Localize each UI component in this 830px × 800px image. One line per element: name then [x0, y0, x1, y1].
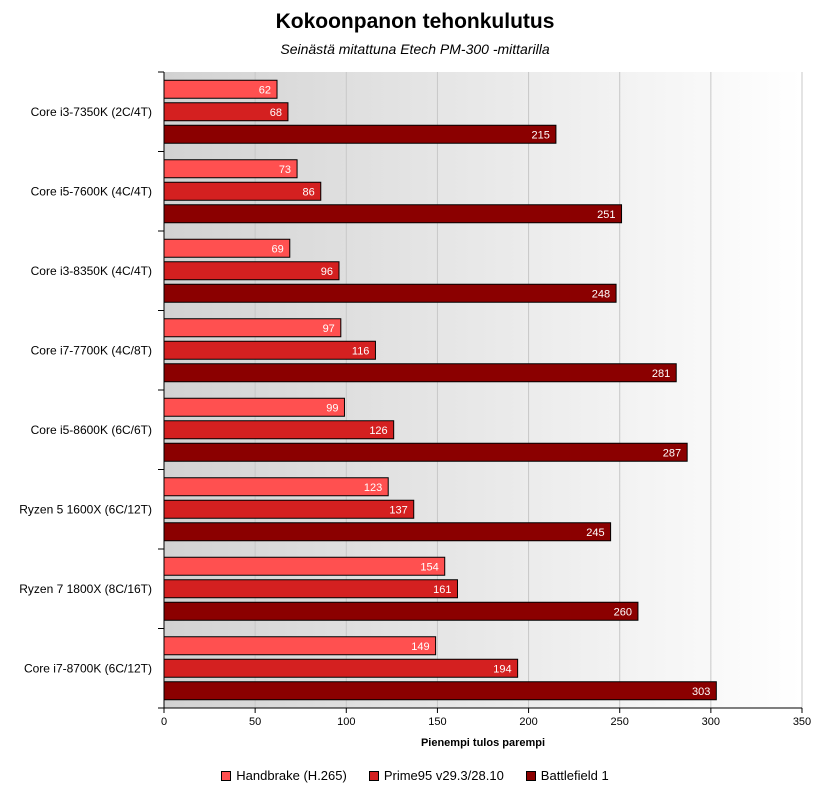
x-tick-label: 250	[611, 716, 629, 728]
data-label: 96	[321, 266, 333, 278]
bar	[163, 579, 458, 599]
legend-swatch	[368, 770, 379, 781]
legend-swatch	[221, 770, 232, 781]
data-label: 251	[597, 209, 615, 221]
data-label: 149	[411, 641, 429, 653]
legend-item: Handbrake (H.265)	[221, 768, 347, 783]
legend-swatch	[525, 770, 536, 781]
category-label: Ryzen 5 1600X (6C/12T)	[19, 502, 152, 516]
data-label: 161	[433, 584, 451, 596]
bar	[163, 204, 623, 224]
x-tick-label: 150	[428, 716, 446, 728]
data-label: 260	[614, 606, 632, 618]
bar	[163, 477, 389, 497]
legend-item: Battlefield 1	[525, 768, 609, 783]
data-label: 62	[259, 84, 271, 96]
data-label: 215	[532, 129, 550, 141]
bar	[163, 397, 345, 417]
bar	[163, 442, 688, 462]
bar	[163, 556, 446, 576]
category-label: Core i7-7700K (4C/8T)	[31, 343, 152, 357]
x-tick-label: 350	[793, 716, 811, 728]
legend-label: Handbrake (H.265)	[236, 768, 347, 783]
bar	[163, 522, 612, 542]
x-tick-label: 0	[161, 716, 167, 728]
category-label: Core i3-7350K (2C/4T)	[31, 105, 152, 119]
data-label: 154	[420, 561, 438, 573]
bar	[163, 318, 342, 338]
bar	[163, 159, 298, 179]
category-label: Core i7-8700K (6C/12T)	[24, 661, 152, 675]
bar	[163, 420, 395, 440]
data-label: 99	[326, 402, 338, 414]
category-label: Core i3-8350K (4C/4T)	[31, 264, 152, 278]
legend-label: Prime95 v29.3/28.10	[383, 768, 504, 783]
data-label: 303	[692, 686, 710, 698]
data-label: 69	[272, 243, 284, 255]
legend-label: Battlefield 1	[540, 768, 609, 783]
legend: Handbrake (H.265) Prime95 v29.3/28.10 Batt…	[0, 768, 830, 783]
x-tick-label: 50	[249, 716, 261, 728]
bar	[163, 636, 437, 656]
data-label: 123	[364, 482, 382, 494]
data-label: 97	[323, 323, 335, 335]
data-label: 245	[586, 527, 604, 539]
x-axis-label: Pienempi tulos parempi	[421, 737, 545, 749]
bar	[163, 124, 557, 144]
data-label: 116	[352, 345, 370, 357]
data-label: 68	[270, 107, 282, 119]
data-label: 86	[303, 186, 315, 198]
chart-subtitle: Seinästä mitattuna Etech PM-300 -mittari…	[280, 41, 550, 57]
bar	[163, 283, 617, 303]
bar	[163, 499, 415, 519]
bar	[163, 601, 639, 621]
x-tick-label: 100	[337, 716, 355, 728]
bar	[163, 181, 322, 201]
bar	[163, 340, 376, 360]
x-tick-label: 200	[519, 716, 537, 728]
bar	[163, 681, 717, 701]
data-label: 126	[369, 425, 387, 437]
data-label: 194	[493, 663, 511, 675]
data-label: 281	[652, 368, 670, 380]
bar	[163, 658, 519, 678]
category-label: Ryzen 7 1800X (8C/16T)	[19, 582, 152, 596]
data-label: 137	[389, 504, 407, 516]
legend-item: Prime95 v29.3/28.10	[368, 768, 504, 783]
x-tick-label: 300	[702, 716, 720, 728]
category-label: Core i5-8600K (6C/6T)	[31, 423, 152, 437]
category-label: Core i5-7600K (4C/4T)	[31, 184, 152, 198]
bar	[163, 261, 340, 281]
bar	[163, 363, 677, 383]
chart-title: Kokoonpanon tehonkulutus	[275, 10, 555, 33]
data-label: 73	[279, 164, 291, 176]
data-label: 287	[663, 447, 681, 459]
data-label: 248	[592, 288, 610, 300]
